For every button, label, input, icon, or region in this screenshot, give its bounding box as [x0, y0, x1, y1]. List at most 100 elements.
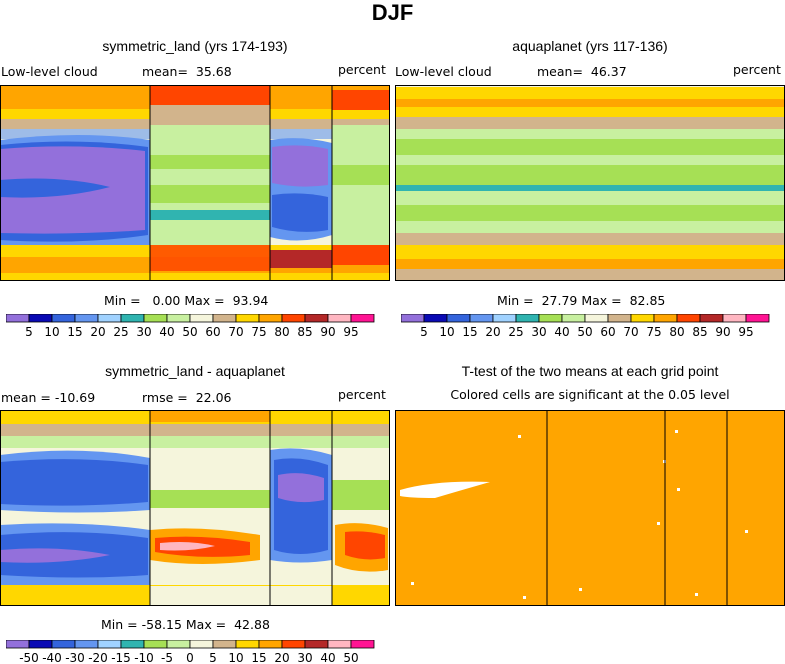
- panel3-colorbar: -50 -40 -30 -20 -15 -10 -5 0 5 10 15 20 30 40 50: [6, 640, 375, 664]
- colorbar-swatch: [469, 314, 494, 323]
- colorbar-swatch: [327, 314, 352, 323]
- colorbar-swatch: [699, 314, 724, 323]
- colorbar-swatch: [630, 314, 655, 323]
- colorbar-swatch: [120, 314, 145, 323]
- colorbar-tick-label: -50: [19, 651, 39, 664]
- colorbar-swatch: [6, 314, 30, 323]
- panel3-minmax: Min = -58.15 Max = 42.88: [101, 617, 270, 632]
- colorbar-swatch: [281, 640, 306, 649]
- colorbar-swatch: [189, 314, 214, 323]
- colorbar-swatch: [401, 314, 425, 323]
- colorbar-tick-label: 5: [420, 325, 428, 339]
- colorbar-tick-label: 85: [692, 325, 707, 339]
- colorbar-swatch: [97, 640, 122, 649]
- colorbar-swatch: [143, 314, 168, 323]
- page-title: DJF: [371, 0, 414, 25]
- colorbar-swatch: [492, 314, 517, 323]
- panel1-map: [0, 85, 390, 281]
- panel2-colorbar: 5 10 15 20 25 30 40 50 60 70 75 80 85 90 95: [401, 314, 770, 339]
- colorbar-swatch: [258, 640, 283, 649]
- colorbar-tick-label: 20: [90, 325, 105, 339]
- colorbar-swatch: [446, 314, 471, 323]
- panel1-left-label: Low-level cloud: [1, 64, 98, 79]
- colorbar-tick-label: -5: [161, 651, 173, 664]
- colorbar-tick-label: 20: [485, 325, 500, 339]
- panel1-right-label: percent: [338, 62, 386, 77]
- panel1-center-label: mean= 35.68: [142, 64, 232, 79]
- panel3-map: [0, 410, 390, 606]
- colorbar-tick-label: 10: [228, 651, 243, 664]
- colorbar-tick-label: 90: [715, 325, 730, 339]
- colorbar-tick-label: 10: [439, 325, 454, 339]
- colorbar-swatch: [6, 640, 30, 649]
- colorbar-swatch: [212, 314, 237, 323]
- colorbar-swatch: [423, 314, 448, 323]
- colorbar-tick-label: 15: [462, 325, 477, 339]
- colorbar-tick-label: 5: [25, 325, 33, 339]
- colorbar-tick-label: 0: [186, 651, 194, 664]
- colorbar-swatch: [97, 314, 122, 323]
- panel4-title: T-test of the two means at each grid poi…: [461, 363, 719, 379]
- colorbar-swatch: [722, 314, 747, 323]
- panel1-colorbar: 5 10 15 20 25 30 40 50 60 70 75 80 85 90 95: [6, 314, 375, 339]
- colorbar-swatch: [51, 314, 76, 323]
- colorbar-tick-label: 80: [274, 325, 289, 339]
- colorbar-tick-label: 85: [297, 325, 312, 339]
- colorbar-swatch: [561, 314, 586, 323]
- panel2-minmax: Min = 27.79 Max = 82.85: [497, 293, 666, 308]
- colorbar-swatch: [676, 314, 701, 323]
- colorbar-swatch: [143, 640, 168, 649]
- colorbar-tick-label: 25: [113, 325, 128, 339]
- colorbar-tick-label: 40: [159, 325, 174, 339]
- colorbar-swatch: [304, 314, 329, 323]
- colorbar-tick-label: 60: [600, 325, 615, 339]
- panel3-left-label: mean = -10.69: [1, 390, 96, 405]
- colorbar-swatch: [189, 640, 214, 649]
- panel1-minmax: Min = 0.00 Max = 93.94: [104, 293, 269, 308]
- colorbar-tick-label: -40: [42, 651, 62, 664]
- colorbar-swatch: [166, 314, 191, 323]
- colorbar-tick-label: 70: [228, 325, 243, 339]
- colorbar-tick-label: 60: [205, 325, 220, 339]
- colorbar-tick-label: 5: [209, 651, 217, 664]
- colorbar-swatch: [350, 640, 375, 649]
- colorbar-tick-label: 40: [554, 325, 569, 339]
- colorbar-tick-label: 15: [251, 651, 266, 664]
- colorbar-swatch: [607, 314, 632, 323]
- panel2-left-label: Low-level cloud: [395, 64, 492, 79]
- colorbar-swatch: [350, 314, 375, 323]
- panel2-right-label: percent: [733, 62, 781, 77]
- colorbar-tick-label: 25: [508, 325, 523, 339]
- colorbar-tick-label: 75: [251, 325, 266, 339]
- colorbar-swatch: [745, 314, 770, 323]
- colorbar-tick-label: 50: [182, 325, 197, 339]
- colorbar-swatch: [28, 640, 53, 649]
- colorbar-swatch: [74, 640, 99, 649]
- colorbar-swatch: [74, 314, 99, 323]
- colorbar-tick-label: 40: [320, 651, 335, 664]
- panel2-map: [395, 85, 785, 281]
- colorbar-swatch: [51, 640, 76, 649]
- panel1-title: symmetric_land (yrs 174-193): [102, 38, 288, 54]
- colorbar-swatch: [327, 640, 352, 649]
- colorbar-swatch: [304, 640, 329, 649]
- panel3-right-label: percent: [338, 387, 386, 402]
- colorbar-swatch: [28, 314, 53, 323]
- colorbar-tick-label: -30: [65, 651, 85, 664]
- colorbar-tick-label: 10: [44, 325, 59, 339]
- panel4-subtitle: Colored cells are significant at the 0.0…: [450, 387, 730, 402]
- panel4-map: [395, 410, 785, 606]
- colorbar-tick-label: -20: [88, 651, 108, 664]
- colorbar-swatch: [120, 640, 145, 649]
- colorbar-swatch: [653, 314, 678, 323]
- colorbar-tick-label: -15: [111, 651, 131, 664]
- colorbar-tick-label: 95: [738, 325, 753, 339]
- colorbar-swatch: [166, 640, 191, 649]
- colorbar-tick-label: 75: [646, 325, 661, 339]
- panel2-center-label: mean= 46.37: [537, 64, 627, 79]
- colorbar-swatch: [538, 314, 563, 323]
- colorbar-tick-label: 90: [320, 325, 335, 339]
- colorbar-tick-label: 30: [136, 325, 151, 339]
- colorbar-tick-label: 30: [531, 325, 546, 339]
- colorbar-tick-label: 70: [623, 325, 638, 339]
